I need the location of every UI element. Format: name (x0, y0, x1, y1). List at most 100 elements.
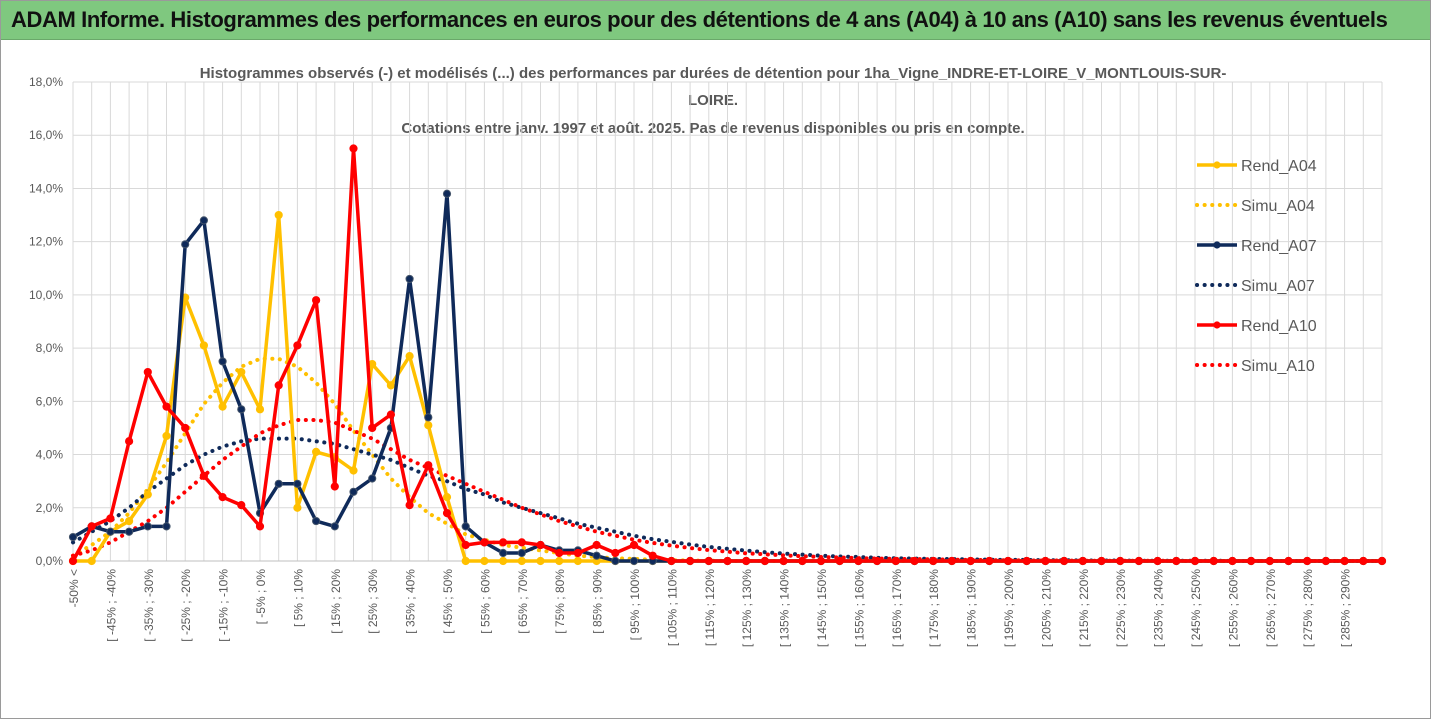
data-point (760, 556, 770, 566)
chart-title-line-2: LOIRE. (688, 92, 738, 109)
data-point (181, 423, 190, 433)
data-point (218, 357, 227, 366)
data-point (816, 556, 826, 566)
data-point (274, 479, 283, 488)
chart-title-line-3: Cotations entre janv. 1997 et août. 2025… (401, 120, 1024, 137)
data-point (274, 381, 283, 390)
x-tick-label: [ 85% ; 90% (591, 569, 605, 634)
data-point (125, 437, 134, 446)
legend-item-simu_a07: Simu_A07 (1195, 278, 1315, 295)
legend-label: Rend_A04 (1241, 158, 1317, 175)
legend-item-rend_a04: Rend_A04 (1197, 158, 1317, 175)
report-banner: ADAM Informe. Histogrammes des performan… (1, 1, 1430, 40)
data-point (480, 538, 489, 547)
y-tick-label: 2,0% (36, 501, 64, 515)
data-point (424, 421, 433, 430)
series-rend_a10 (68, 144, 1387, 566)
data-point (106, 527, 115, 536)
data-point (442, 509, 452, 518)
x-tick-label: [ 125% ; 130% (740, 569, 754, 647)
data-point (1190, 556, 1200, 566)
data-point (499, 538, 508, 547)
legend-item-rend_a10: Rend_A10 (1197, 318, 1317, 335)
data-point (798, 556, 807, 566)
data-point (405, 501, 414, 510)
legend-label: Rend_A07 (1241, 238, 1317, 255)
data-point (947, 556, 957, 566)
data-point (461, 540, 470, 550)
data-point (106, 514, 115, 523)
line-chart: Histogrammes observés (-) et modélisés (… (29, 65, 1387, 647)
legend-item-simu_a10: Simu_A10 (1195, 358, 1315, 375)
data-point (1172, 556, 1181, 566)
x-tick-label: [ 285% ; 290% (1339, 569, 1353, 647)
data-point (442, 189, 452, 198)
data-point (910, 556, 919, 566)
data-point (237, 405, 246, 414)
data-point (1003, 556, 1013, 566)
x-tick-label: [ 215% ; 220% (1077, 569, 1091, 647)
y-tick-label: 8,0% (36, 341, 64, 355)
data-point (704, 556, 713, 566)
data-point (686, 556, 695, 566)
data-point (312, 516, 321, 526)
data-point (1060, 556, 1069, 566)
data-point (181, 240, 190, 249)
data-point (368, 423, 377, 433)
data-point (985, 556, 994, 566)
plot-area (68, 144, 1387, 566)
data-point (1116, 556, 1125, 566)
data-point (592, 540, 601, 550)
data-point (218, 493, 227, 502)
legend-item-rend_a07: Rend_A07 (1197, 238, 1317, 255)
data-point (648, 551, 657, 560)
data-point (835, 556, 844, 566)
data-point (854, 556, 863, 566)
data-point (125, 516, 134, 526)
data-point (779, 556, 788, 566)
data-point (517, 548, 526, 558)
banner-title: ADAM Informe. Histogrammes des performan… (11, 7, 1388, 32)
data-point (1321, 556, 1331, 566)
data-point (199, 216, 208, 225)
data-point (255, 522, 265, 531)
series-simu_a07 (71, 436, 1384, 563)
data-point (293, 341, 302, 350)
data-point (293, 479, 302, 488)
data-point (1209, 556, 1218, 566)
x-tick-label: [ 155% ; 160% (852, 569, 866, 647)
data-point (536, 556, 545, 566)
x-tick-label: [ 105% ; 110% (665, 569, 679, 646)
x-tick-label: [ 75% ; 80% (553, 569, 567, 634)
legend-marker (1213, 241, 1221, 249)
chart-title-line-1: Histogrammes observés (-) et modélisés (… (200, 65, 1227, 82)
x-tick-label: [ 205% ; 210% (1039, 569, 1053, 647)
legend-label: Rend_A10 (1241, 318, 1317, 335)
data-point (629, 540, 639, 550)
data-point (68, 556, 78, 566)
data-point (237, 501, 246, 510)
data-point (1303, 556, 1312, 566)
data-point (1359, 556, 1368, 566)
data-point (611, 556, 620, 566)
data-point (1228, 556, 1237, 566)
x-tick-label: [ -15% ; -10% (217, 569, 231, 642)
data-point (555, 556, 564, 566)
y-tick-label: 12,0% (29, 235, 63, 249)
data-point (424, 413, 433, 422)
data-point (629, 556, 639, 566)
data-point (330, 522, 339, 531)
data-point (555, 548, 564, 558)
data-point (312, 296, 321, 305)
x-tick-label: [ -45% ; -40% (104, 569, 118, 642)
data-point (199, 341, 208, 350)
x-tick-label: [ 95% ; 100% (628, 569, 642, 641)
legend-label: Simu_A10 (1241, 358, 1315, 375)
data-point (349, 144, 358, 153)
chart-title: Histogrammes observés (-) et modélisés (… (200, 65, 1227, 137)
y-tick-label: 0,0% (36, 554, 64, 568)
data-point (143, 367, 152, 377)
x-tick-label: [ 225% ; 230% (1114, 569, 1128, 647)
data-point (162, 402, 171, 411)
data-point (929, 556, 938, 566)
